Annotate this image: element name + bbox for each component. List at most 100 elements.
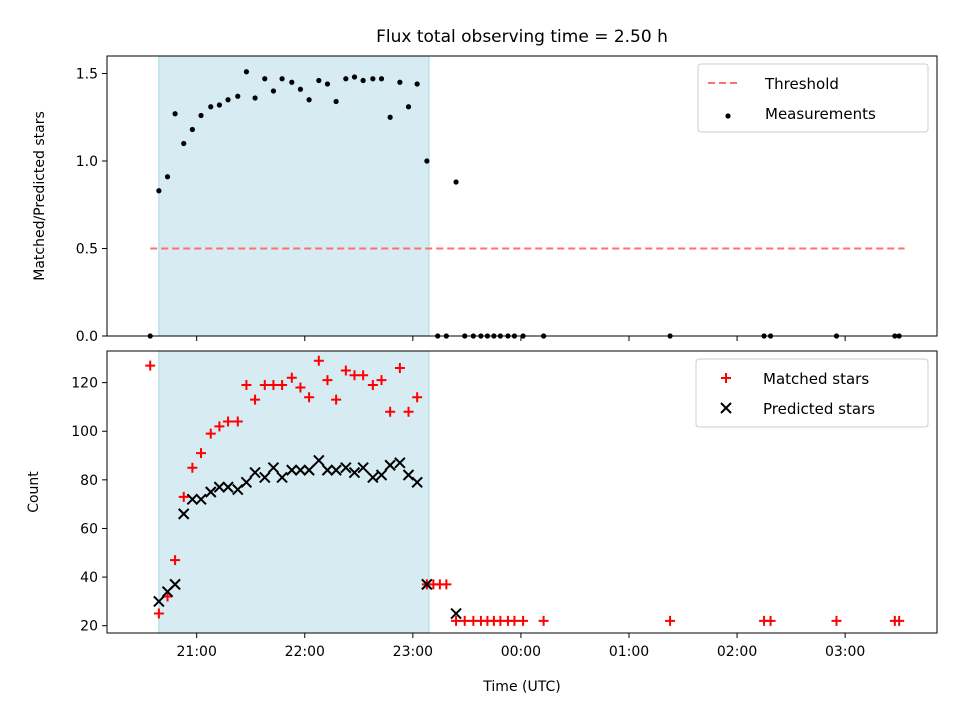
legend-box xyxy=(695,358,929,428)
x-tick-label: 03:00 xyxy=(825,644,865,660)
legend-measurement-swatch xyxy=(725,113,731,119)
measurement-point xyxy=(324,81,331,87)
matched-star-marker xyxy=(441,579,452,590)
legend-label: Measurements xyxy=(765,105,876,123)
matched-star-marker xyxy=(295,382,306,393)
y-tick-label: 40 xyxy=(80,570,98,586)
predicted-star-marker xyxy=(367,471,379,484)
measurement-point xyxy=(279,76,285,82)
x-tick-label: 21:00 xyxy=(177,644,217,660)
predicted-star-marker xyxy=(313,454,325,467)
matched-star-marker xyxy=(894,615,905,626)
measurement-point xyxy=(397,79,403,85)
predicted-star-marker xyxy=(249,466,261,479)
ratio-panel: 0.0 0.5 1.0 1.5 Matched/Predicted stars Thres… xyxy=(32,55,938,345)
matched-star-marker xyxy=(145,360,156,371)
x-tick-label: 23:00 xyxy=(393,644,433,660)
predicted-star-marker xyxy=(276,471,288,484)
matched-star-marker xyxy=(340,365,351,376)
measurement-point xyxy=(235,93,241,99)
matched-star-marker xyxy=(509,615,520,626)
matched-star-marker xyxy=(385,406,396,417)
measurement-point xyxy=(297,86,304,92)
legend-predicted-swatch xyxy=(720,402,732,414)
chart-title: Flux total observing time = 2.50 h xyxy=(376,27,668,47)
matched-star-marker xyxy=(162,591,173,602)
measurement-point xyxy=(156,188,162,194)
predicted-star-marker xyxy=(411,476,423,488)
matched-star-marker xyxy=(367,380,378,391)
matched-star-marker xyxy=(412,392,423,403)
y-tick-label: 0.0 xyxy=(76,329,98,345)
predicted-star-marker xyxy=(195,493,207,506)
x-axis-label: Time (UTC) xyxy=(482,679,560,695)
matched-star-marker xyxy=(376,375,387,386)
y-tick-label: 100 xyxy=(71,424,98,440)
matched-star-marker xyxy=(322,375,333,386)
predicted-star-marker xyxy=(375,469,388,481)
matched-star-marker xyxy=(170,555,181,566)
matched-star-marker xyxy=(349,370,360,381)
matched-star-marker xyxy=(250,394,261,405)
x-tick-label: 01:00 xyxy=(609,644,649,660)
predicted-star-marker xyxy=(450,607,462,620)
observing-interval-shade xyxy=(158,350,430,634)
matched-star-marker xyxy=(518,615,529,626)
matched-star-marker xyxy=(286,372,297,383)
measurement-point xyxy=(208,104,214,110)
matched-star-marker xyxy=(358,370,369,381)
measurement-point xyxy=(164,174,171,180)
matched-star-marker xyxy=(187,462,198,473)
predicted-star-marker xyxy=(222,481,234,493)
matched-star-marker xyxy=(331,394,342,405)
matched-star-marker xyxy=(153,608,164,619)
predicted-star-marker xyxy=(303,464,315,476)
axes-frame xyxy=(106,55,938,337)
predicted-star-marker xyxy=(240,476,253,488)
predicted-star-marker xyxy=(205,486,217,498)
predicted-star-marker xyxy=(213,481,226,493)
measurement-point xyxy=(216,102,222,108)
predicted-star-marker xyxy=(421,578,433,591)
matched-star-marker xyxy=(232,416,243,427)
matched-star-marker xyxy=(538,615,549,626)
y-axis-label: Count xyxy=(26,471,42,513)
measurement-point xyxy=(414,81,420,87)
measurement-point xyxy=(243,69,250,75)
measurement-point xyxy=(387,114,393,120)
legend-label: Matched stars xyxy=(763,370,869,388)
measurement-point xyxy=(225,97,231,103)
predicted-star-marker xyxy=(384,459,396,471)
measurement-point xyxy=(316,77,322,84)
predicted-star-marker xyxy=(267,461,280,474)
matched-star-marker xyxy=(459,615,470,626)
matched-star-marker xyxy=(313,355,324,366)
matched-star-marker xyxy=(214,421,225,432)
legend-label: Predicted stars xyxy=(763,400,875,418)
legend-box xyxy=(697,63,929,133)
y-tick-label: 120 xyxy=(71,376,98,392)
matched-star-marker xyxy=(223,416,234,427)
measurement-point xyxy=(351,74,358,80)
predicted-star-marker xyxy=(340,461,352,474)
predicted-star-marker xyxy=(321,464,334,476)
y-tick-label: 0.5 xyxy=(76,242,98,258)
measurement-point xyxy=(252,95,258,101)
axes-frame xyxy=(106,350,938,634)
y-tick-label: 1.5 xyxy=(76,67,98,83)
legend-label: Threshold xyxy=(764,75,839,93)
matched-star-marker xyxy=(831,615,842,626)
predicted-star-marker xyxy=(357,461,369,474)
measurement-point xyxy=(424,158,430,164)
predicted-star-marker xyxy=(294,464,307,476)
measurement-point xyxy=(378,76,385,82)
predicted-star-marker xyxy=(330,464,342,476)
matched-star-marker xyxy=(268,380,279,391)
predicted-star-marker xyxy=(348,466,361,479)
y-tick-label: 20 xyxy=(80,619,98,635)
measurement-point xyxy=(189,126,195,133)
matched-star-marker xyxy=(277,380,288,391)
observing-interval-shade xyxy=(158,55,430,337)
matched-star-marker xyxy=(205,428,216,439)
predicted-star-marker xyxy=(394,457,406,469)
